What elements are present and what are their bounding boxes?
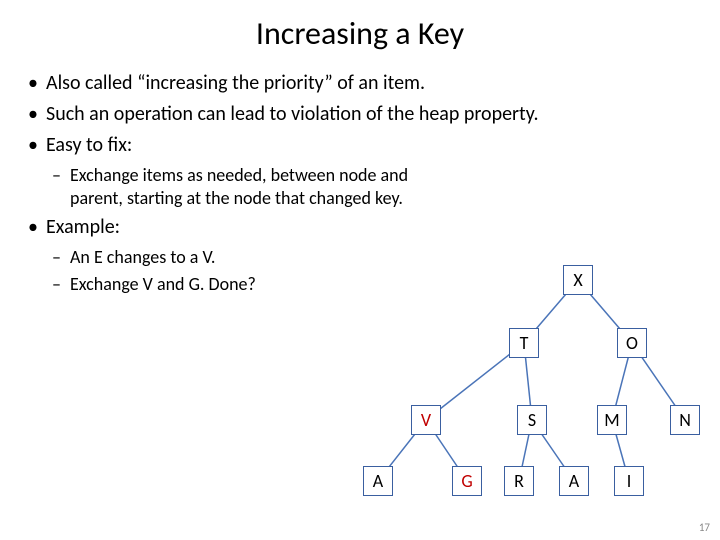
tree-node-v: V	[411, 405, 441, 435]
tree-node-t: T	[509, 328, 539, 358]
bullet-1: Also called “increasing the priority” of…	[24, 71, 696, 96]
bullet-4a: An E changes to a V.	[46, 246, 696, 269]
tree-edge	[426, 420, 467, 481]
bullet-3-text: Easy to fix:	[46, 133, 132, 157]
slide-title: Increasing a Key	[0, 0, 720, 71]
tree-node-n: N	[670, 405, 700, 435]
bullet-list: Also called “increasing the priority” of…	[24, 71, 696, 295]
bullet-4b: Exchange V and G. Done?	[46, 273, 696, 296]
tree-edge	[532, 420, 574, 481]
tree-node-o: O	[617, 328, 647, 358]
page-number: 17	[699, 521, 710, 534]
bullet-4-text: Example:	[46, 215, 120, 239]
bullet-3: Easy to fix: Exchange items as needed, b…	[24, 133, 696, 209]
tree-edge	[632, 343, 685, 420]
tree-edge	[524, 343, 532, 420]
tree-node-g: G	[452, 466, 482, 496]
tree-node-a1: A	[363, 466, 393, 496]
tree-edge	[519, 420, 532, 481]
tree-node-m: M	[597, 405, 627, 435]
tree-edge	[612, 343, 632, 420]
tree-node-r: R	[504, 466, 534, 496]
tree-node-s: S	[517, 405, 547, 435]
tree-edge	[612, 420, 629, 481]
bullet-4: Example: An E changes to a V. Exchange V…	[24, 215, 696, 295]
bullet-3a: Exchange items as needed, between node a…	[46, 164, 446, 209]
tree-node-a2: A	[559, 466, 589, 496]
slide-body: Also called “increasing the priority” of…	[0, 71, 720, 295]
tree-edge	[378, 420, 426, 481]
tree-node-i: I	[614, 466, 644, 496]
tree-edge	[426, 343, 524, 420]
bullet-2: Such an operation can lead to violation …	[24, 102, 696, 127]
